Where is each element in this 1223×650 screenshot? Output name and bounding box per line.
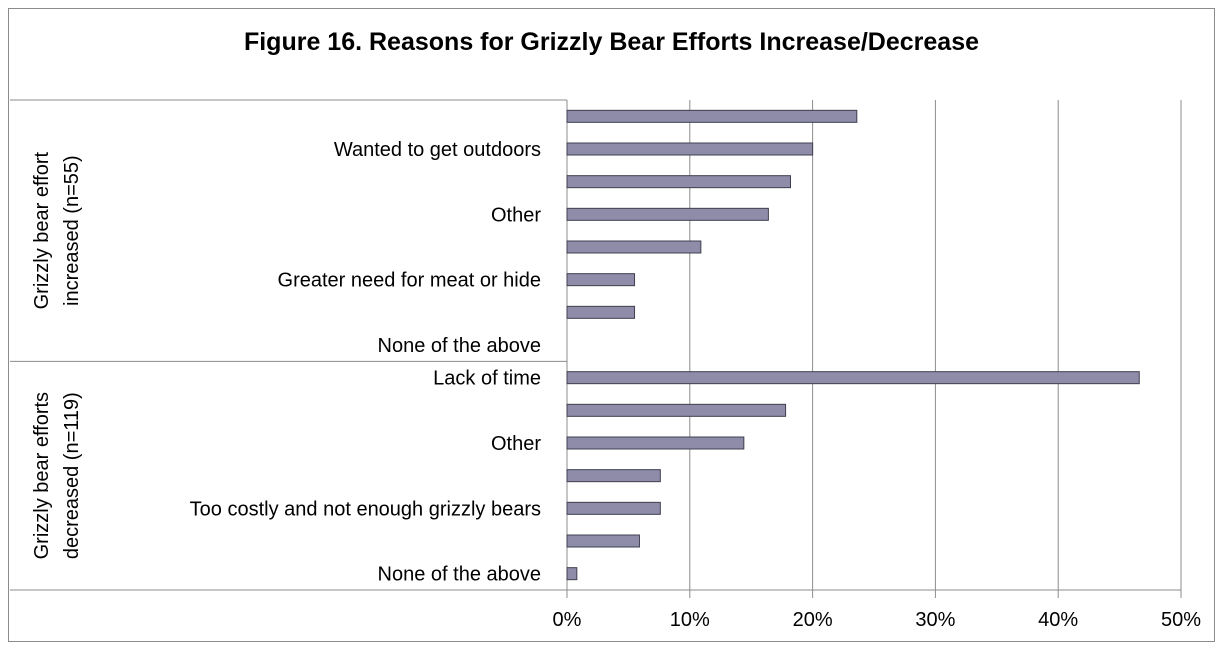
- bar: [566, 240, 702, 254]
- x-tick-label: 30%: [915, 609, 955, 631]
- x-tick-label: 10%: [670, 609, 710, 631]
- chart-title: Figure 16. Reasons for Grizzly Bear Effo…: [243, 28, 980, 56]
- bar: [566, 403, 787, 417]
- bar: [566, 273, 636, 287]
- category-label: Wanted to get outdoors: [334, 139, 541, 161]
- category-label: Lack of time: [433, 368, 541, 390]
- bar: [566, 436, 745, 450]
- x-tick-label: 0%: [553, 609, 582, 631]
- category-label: Other: [491, 204, 541, 226]
- category-label: None of the above: [378, 335, 541, 357]
- bar: [566, 109, 858, 123]
- category-label: None of the above: [378, 564, 541, 586]
- bar: [566, 175, 791, 189]
- x-tick-label: 40%: [1038, 609, 1078, 631]
- bar: [566, 469, 661, 483]
- x-tick-label: 20%: [793, 609, 833, 631]
- group-label: Grizzly bear effort: [31, 151, 53, 309]
- bar: [566, 534, 640, 548]
- bar: [566, 142, 814, 156]
- bar: [566, 501, 661, 515]
- category-label: Too costly and not enough grizzly bears: [190, 498, 541, 520]
- category-label: Greater need for meat or hide: [278, 270, 541, 292]
- bar: [566, 371, 1140, 385]
- bar: [566, 567, 578, 581]
- x-tick-label: 50%: [1161, 609, 1201, 631]
- bar: [566, 305, 636, 319]
- group-label: increased (n=55): [61, 155, 83, 306]
- group-label: decreased (n=119): [61, 392, 83, 559]
- bar: [566, 207, 769, 221]
- group-label: Grizzly bear efforts: [31, 392, 53, 559]
- category-label: Other: [491, 433, 541, 455]
